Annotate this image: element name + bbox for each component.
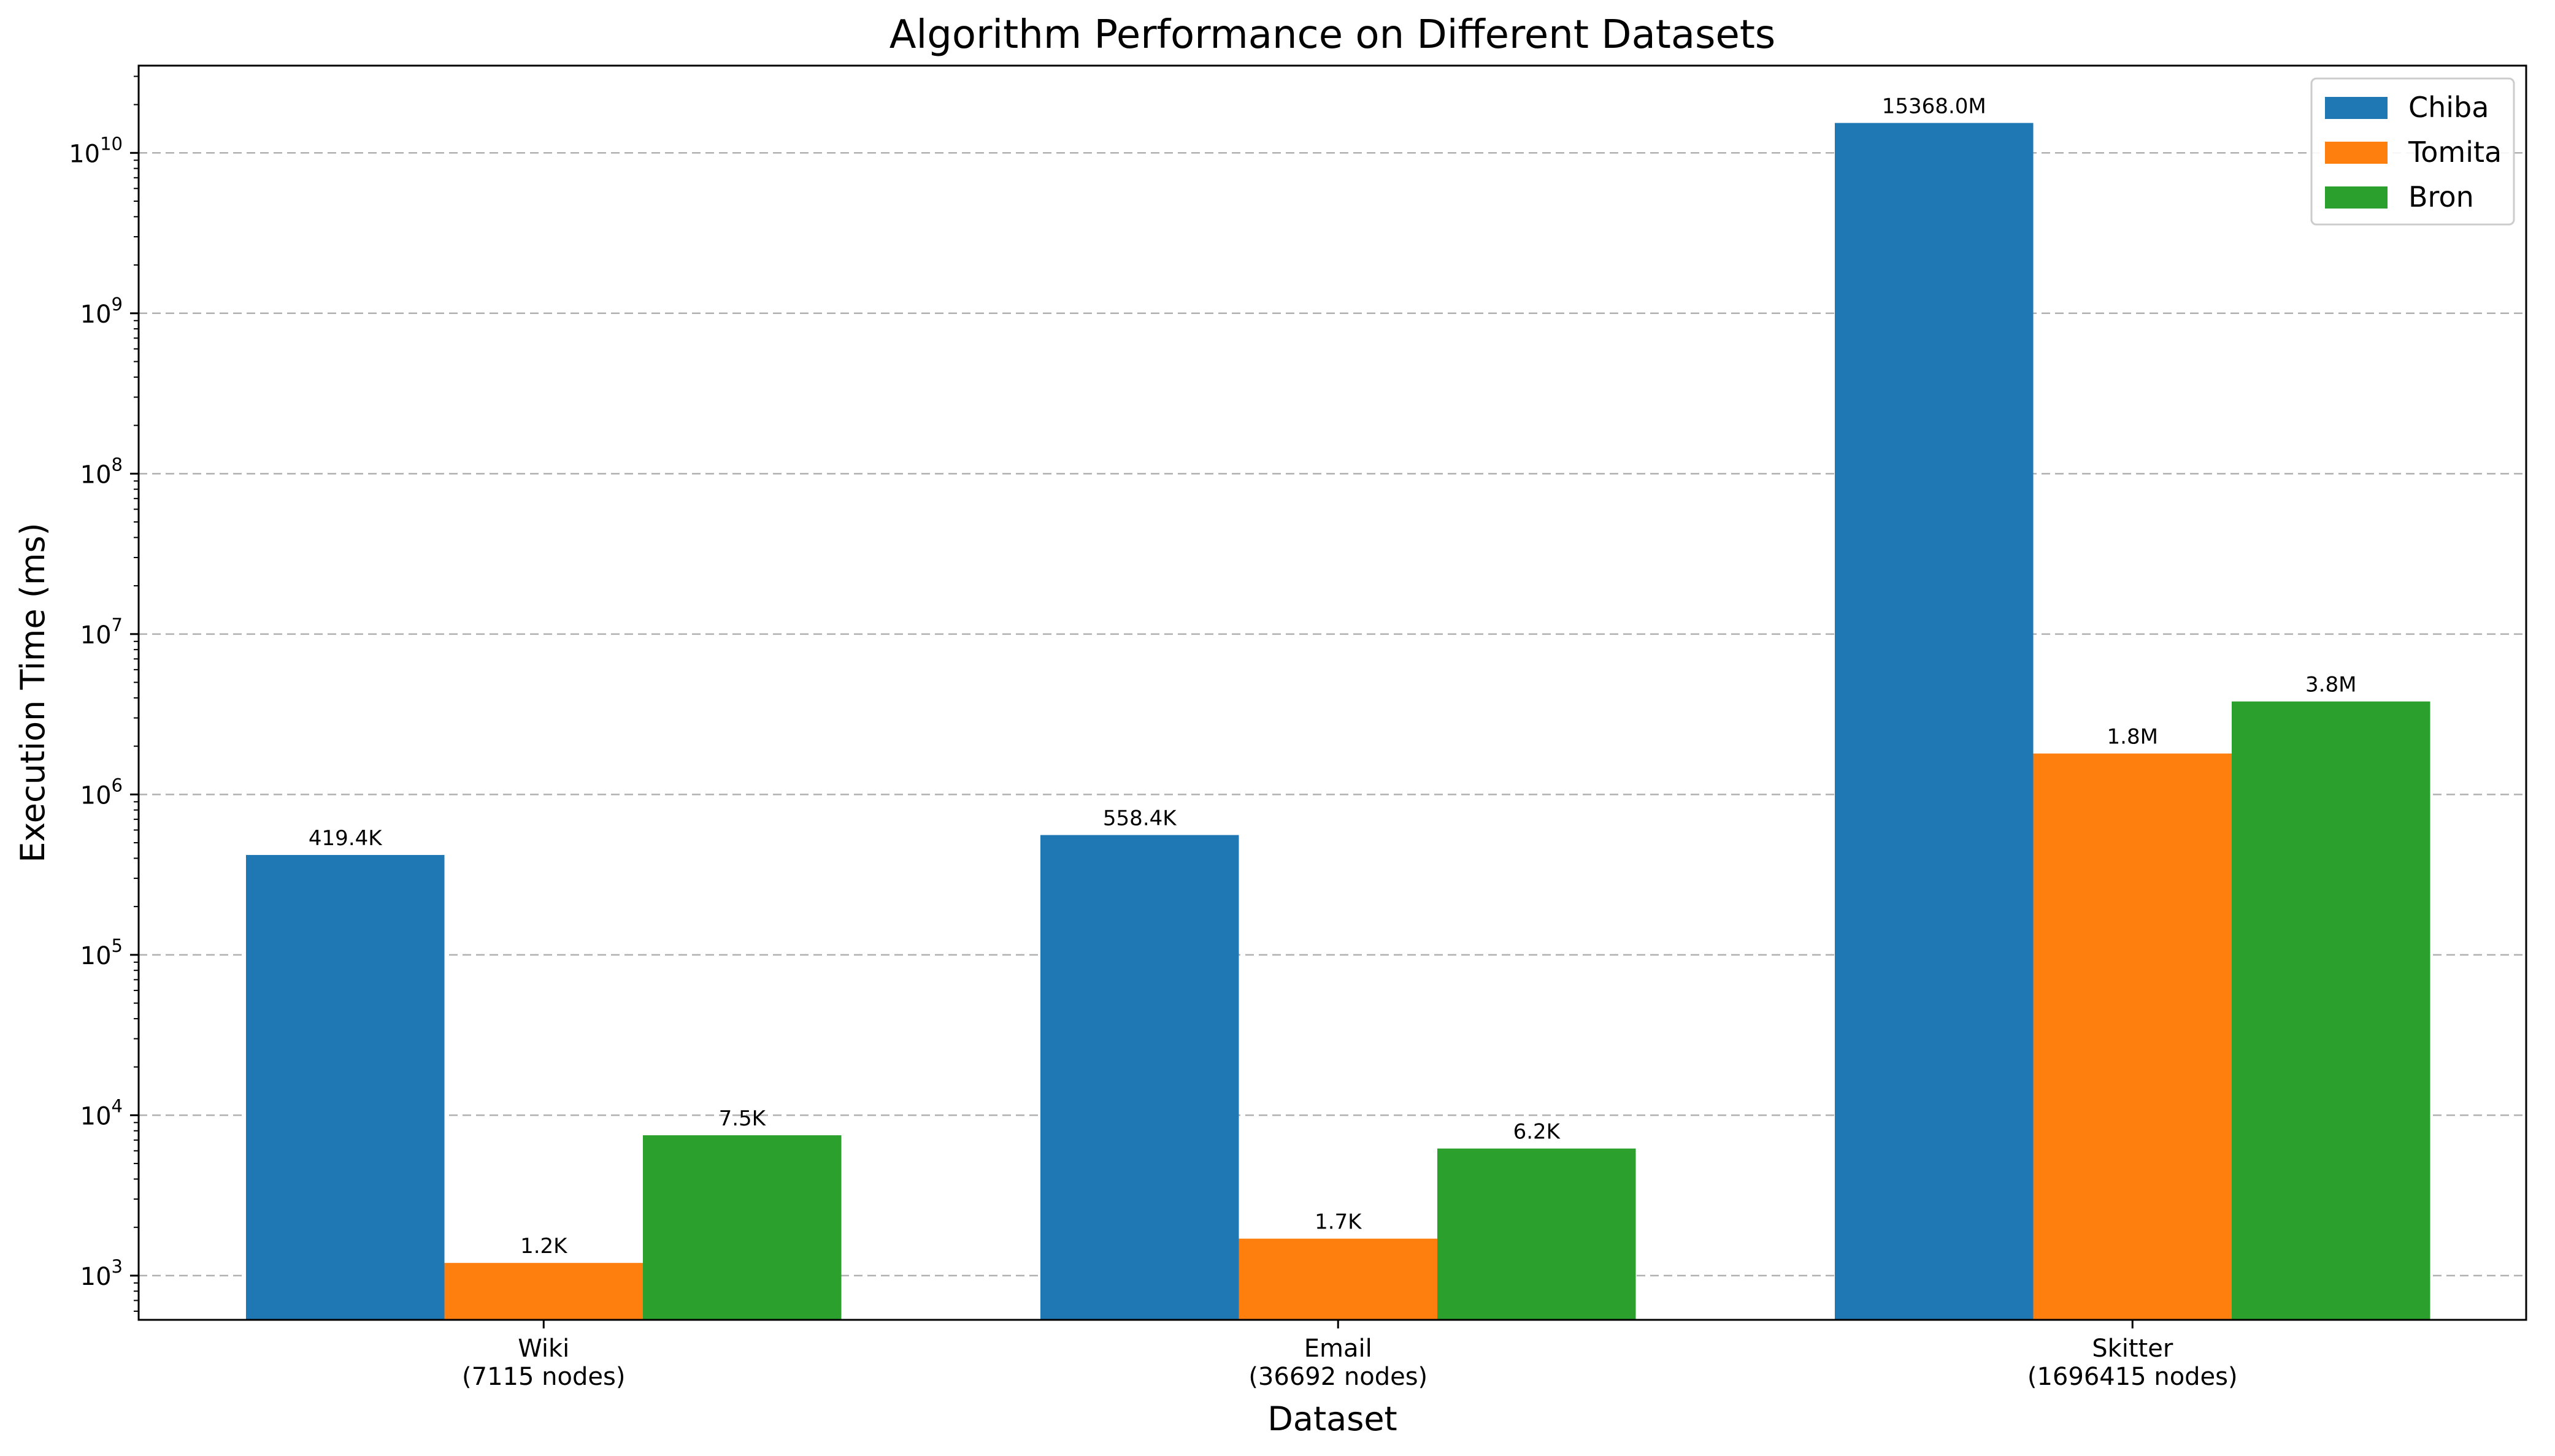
legend-swatch [2325,142,2388,164]
legend-label: Chiba [2408,91,2489,124]
legend-label: Tomita [2408,136,2502,169]
y-tick-label: 108 [80,454,123,489]
bar-tomita [1239,1238,1437,1320]
y-tick-label: 106 [80,775,123,810]
legend-swatch [2325,186,2388,209]
legend: Chiba Tomita Bron [2310,77,2515,226]
legend-swatch [2325,97,2388,119]
chart-title: Algorithm Performance on Different Datas… [889,12,1776,58]
bar-chiba [246,855,445,1320]
x-tick-sublabel: (7115 nodes) [462,1363,625,1391]
bar-chiba [1040,835,1239,1320]
x-tick-label: Wiki [518,1335,569,1363]
y-tick-label: 109 [80,294,123,329]
bar-value-label: 1.2K [520,1234,568,1259]
bars [246,123,2430,1320]
data-labels: 419.4K 558.4K 15368.0M 1.2K 1.7K 1.8M 7.5K 6.2K… [309,94,2357,1259]
y-axis-ticks: 103 104 105 106 107 108 109 1010 [69,75,139,1312]
bar-tomita [444,1263,643,1320]
legend-label: Bron [2408,180,2474,213]
x-axis-ticks: Wiki(7115 nodes) Email(36692 nodes) Skitte… [462,1320,2238,1391]
bar-value-label: 1.8M [2107,725,2158,749]
x-tick-sublabel: (1696415 nodes) [2027,1363,2238,1391]
bar-bron [643,1135,842,1320]
y-axis-title: Execution Time (ms) [13,523,52,862]
bar-bron [1437,1148,1636,1320]
bar-tomita [2033,753,2232,1320]
x-tick-label: Skitter [2092,1335,2173,1363]
x-tick-label: Email [1304,1335,1372,1363]
x-axis-title: Dataset [1267,1400,1397,1438]
bar-value-label: 1.7K [1315,1210,1362,1235]
y-tick-label: 107 [80,615,123,649]
bar-value-label: 558.4K [1103,807,1177,831]
plot-frame [137,64,2527,1321]
y-tick-label: 1010 [69,133,123,168]
bar-bron [2232,701,2430,1320]
x-tick-sublabel: (36692 nodes) [1248,1363,1427,1391]
y-tick-label: 104 [80,1095,123,1130]
bar-value-label: 3.8M [2305,673,2356,697]
y-tick-label: 103 [80,1256,123,1291]
bar-value-label: 7.5K [719,1106,767,1131]
bar-value-label: 6.2K [1513,1120,1561,1144]
bar-value-label: 419.4K [309,826,383,851]
bar-chiba [1835,123,2034,1320]
bar-value-label: 15368.0M [1882,94,1986,118]
y-tick-label: 105 [80,935,123,970]
